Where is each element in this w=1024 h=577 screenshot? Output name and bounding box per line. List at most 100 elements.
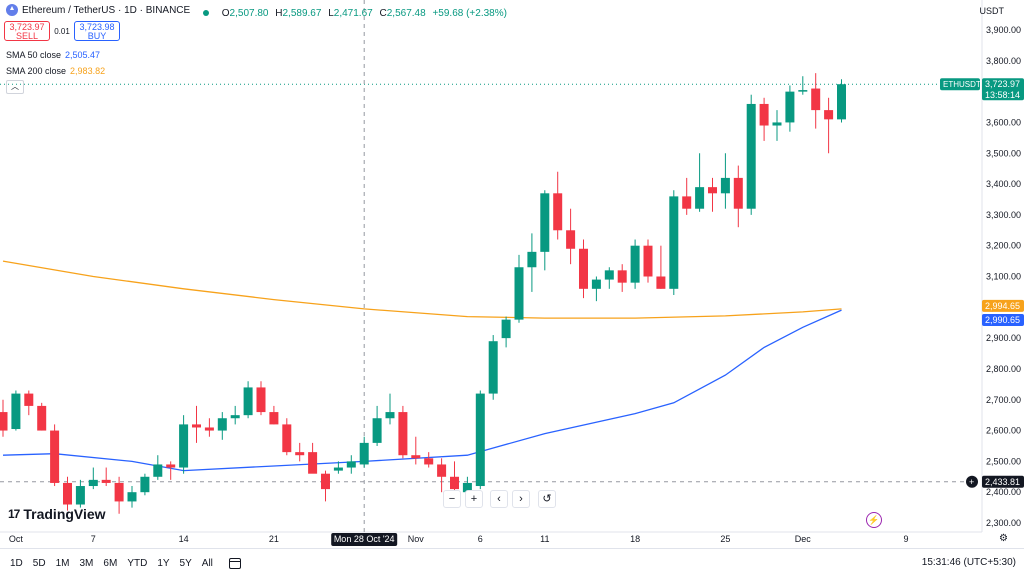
tradingview-mark-icon: 17 [8, 507, 20, 521]
sma200-line [2, 260, 842, 319]
flash-icon[interactable]: ⚡ [866, 512, 882, 528]
y-tick-label: 2,400.00 [986, 487, 1021, 497]
sma200-value: 2,983.82 [70, 66, 106, 76]
candle-body [514, 267, 524, 320]
candle-body [656, 276, 666, 289]
crosshair-date-tag: Mon 28 Oct '24 [334, 534, 395, 544]
tradingview-logo-text: TradingView [23, 506, 106, 522]
symbol-title-text: Ethereum / TetherUS · 1D · BINANCE [22, 4, 191, 16]
candle-body [772, 122, 782, 126]
chevron-up-icon[interactable]: ︿ [6, 80, 24, 94]
sma50-line [2, 309, 842, 472]
range-1y[interactable]: 1Y [157, 557, 170, 569]
candle-body [11, 393, 21, 430]
scroll-right-button[interactable]: › [512, 490, 530, 508]
buy-button[interactable]: 3,723.98 BUY [74, 21, 120, 41]
sma200-legend[interactable]: SMA 200 close 2,983.82 [6, 66, 105, 76]
candle-body [166, 464, 176, 468]
candle-body [398, 412, 408, 456]
candle-body [114, 482, 124, 502]
candle-body [630, 245, 640, 283]
crosshair-price-bg [982, 475, 1024, 488]
sell-price: 3,723.97 [9, 22, 45, 32]
candle-body [475, 393, 485, 487]
candle-body [591, 279, 601, 289]
range-5y[interactable]: 5Y [179, 557, 192, 569]
scroll-left-button[interactable]: ‹ [490, 490, 508, 508]
candle-body [411, 455, 421, 459]
sell-button[interactable]: 3,723.97 SELL [4, 21, 50, 41]
candle-body [63, 482, 72, 505]
calendar-icon[interactable] [228, 557, 241, 569]
x-tick-label: Oct [9, 534, 24, 544]
candle-body [308, 452, 318, 474]
y-tick-label: 3,600.00 [986, 117, 1021, 127]
legend: Ethereum / TetherUS · 1D · BINANCE O2,50… [6, 4, 507, 19]
candle-body [579, 248, 588, 289]
range-6m[interactable]: 6M [103, 557, 118, 569]
candle-body [0, 412, 8, 431]
candle-body [321, 473, 330, 490]
y-tick-label: 3,100.00 [986, 272, 1021, 282]
close-value: 2,567.48 [386, 8, 426, 19]
candle-body [488, 341, 498, 394]
candle-body [359, 442, 369, 465]
reset-chart-button[interactable]: ↺ [538, 490, 556, 508]
ethereum-icon [6, 4, 18, 16]
candle-body [617, 270, 627, 283]
sma50-tag: 2,990.65 [985, 315, 1020, 325]
candle-body [720, 177, 730, 194]
range-3m[interactable]: 3M [79, 557, 94, 569]
candle-body [837, 84, 846, 120]
y-tick-label: 2,300.00 [986, 518, 1021, 528]
gear-icon[interactable]: ⚙ [999, 533, 1008, 544]
zoom-in-button[interactable]: + [465, 490, 483, 508]
tradingview-logo[interactable]: 17 TradingView [8, 506, 106, 522]
candle-body [798, 90, 808, 92]
range-1d[interactable]: 1D [10, 557, 23, 569]
candle-body [282, 424, 292, 453]
candle-body [785, 91, 795, 123]
candle-body [450, 476, 459, 490]
scroll-controls: ‹ › [490, 490, 530, 508]
candle-body [333, 467, 343, 471]
buy-label: BUY [87, 31, 107, 41]
y-tick-label: 2,800.00 [986, 364, 1021, 374]
sma50-value: 2,505.47 [65, 50, 101, 60]
y-tick-label: 3,900.00 [986, 25, 1021, 35]
ohlc-values: O2,507.80 H2,589.67 L2,471.67 C2,567.48 … [218, 8, 507, 19]
sma200-label: SMA 200 close [6, 66, 67, 76]
symbol-tag-bg [940, 78, 980, 91]
candle-body [811, 88, 821, 111]
candle-body [669, 196, 679, 289]
candle-body [566, 230, 576, 249]
candle-body [682, 196, 692, 209]
candle-body [708, 187, 717, 194]
x-tick-label: 11 [540, 534, 549, 544]
y-tick-label: 2,700.00 [986, 395, 1021, 405]
candle-body [204, 427, 214, 431]
x-tick-label: Nov [408, 534, 425, 544]
currency-label[interactable]: USDT [979, 6, 1005, 16]
x-tick-label: 21 [269, 534, 279, 544]
reset-controls: ↺ [538, 490, 556, 508]
add-alert-plus: + [969, 477, 974, 487]
y-tick-label: 3,800.00 [986, 56, 1021, 66]
range-ytd[interactable]: YTD [127, 557, 148, 569]
candle-body [217, 418, 227, 431]
last-price-tag: 3,723.97 [985, 79, 1020, 89]
low-value: 2,471.67 [333, 8, 373, 19]
range-1m[interactable]: 1M [55, 557, 70, 569]
sma50-legend[interactable]: SMA 50 close 2,505.47 [6, 50, 100, 60]
range-all[interactable]: All [201, 557, 213, 569]
zoom-out-button[interactable]: − [443, 490, 461, 508]
price-chart[interactable]: 2,300.00 2,400.00 2,500.00 2,600.00 2,700.00… [0, 0, 1024, 548]
crosshair-price-tag: 2,433.81 [985, 477, 1020, 487]
symbol-title[interactable]: Ethereum / TetherUS · 1D · BINANCE [6, 4, 190, 16]
open-key: O [221, 8, 230, 19]
candle-body [527, 251, 537, 268]
candle-body [824, 110, 834, 120]
candle-body [153, 464, 163, 477]
clock-time[interactable]: 15:31:46 (UTC+5:30) [921, 557, 1016, 568]
range-5d[interactable]: 5D [32, 557, 46, 569]
